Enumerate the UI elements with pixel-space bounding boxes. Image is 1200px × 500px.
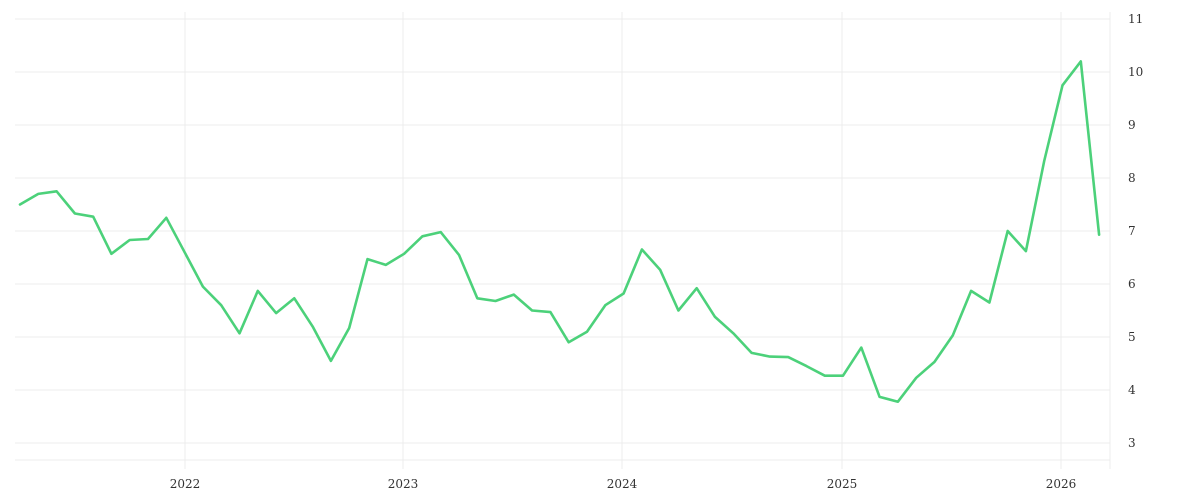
y-tick-label: 7 <box>1128 224 1136 238</box>
y-tick-label: 11 <box>1128 12 1143 26</box>
x-axis-tick-labels: 2022 2023 2024 2025 2026 <box>170 477 1077 491</box>
x-tick-label: 2023 <box>388 477 419 491</box>
y-tick-label: 8 <box>1128 171 1136 185</box>
y-tick-label: 5 <box>1128 330 1136 344</box>
y-axis-tick-labels: 3 4 5 6 7 8 9 10 11 <box>1128 12 1143 450</box>
series-layer <box>18 60 1101 404</box>
y-tick-label: 6 <box>1128 277 1136 291</box>
vertical-gridlines <box>184 12 1062 469</box>
y-tick-label: 4 <box>1128 383 1136 397</box>
y-tick-label: 9 <box>1128 118 1136 132</box>
x-tick-label: 2025 <box>827 477 858 491</box>
series-line <box>18 60 1101 404</box>
horizontal-gridlines <box>15 18 1110 461</box>
x-tick-label: 2022 <box>170 477 201 491</box>
y-tick-label: 3 <box>1128 436 1136 450</box>
x-tick-label: 2024 <box>607 477 638 491</box>
x-tick-label: 2026 <box>1046 477 1077 491</box>
y-tick-label: 10 <box>1128 65 1143 79</box>
